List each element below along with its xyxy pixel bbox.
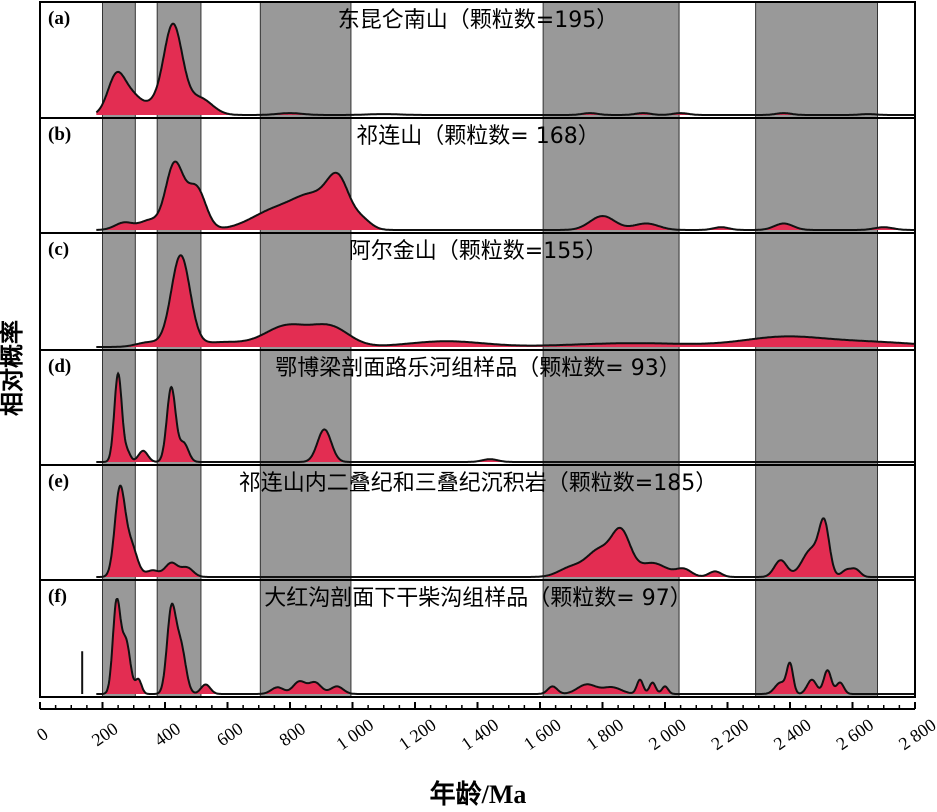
x-axis-label: 年龄/Ma: [430, 779, 527, 809]
x-tick-label: 800: [276, 718, 310, 750]
x-tick-label: 1 400: [457, 714, 502, 754]
probability-curves: [81, 22, 916, 695]
panel-frames: [39, 1, 916, 698]
probability-line-c: [96, 254, 916, 348]
x-tick-label: 1 600: [520, 714, 565, 754]
panel-title: 鄂博梁剖面路乐河组样品（颗粒数= 93）: [275, 356, 680, 381]
panel-letter: (a): [48, 8, 70, 29]
probability-area-d: [96, 373, 916, 462]
y-axis-label: 相对概率: [0, 320, 26, 416]
panel-letter: (e): [48, 471, 69, 492]
x-tick-label: 400: [150, 718, 184, 750]
x-tick-label: 0: [33, 724, 52, 746]
x-tick-label: 2 000: [645, 714, 690, 754]
x-tick-label: 1 200: [395, 714, 440, 754]
panel-letter: (c): [48, 239, 69, 260]
probability-line-b: [96, 160, 915, 231]
probability-area-a: [96, 23, 916, 116]
x-tick-label: 600: [213, 718, 247, 750]
panel-title: 东昆仑南山（颗粒数=195）: [338, 8, 618, 33]
x-axis: 0 200 400 600 800 1 000 1 200 1 400 1 600 1 800 2 …: [33, 702, 937, 754]
x-tick-label: 2 600: [832, 714, 877, 754]
x-tick-label: 2 800: [895, 714, 937, 754]
x-tick-label: 1 000: [332, 714, 377, 754]
panel-title: 祁连山内二叠纪和三叠纪沉积岩（颗粒数=185）: [239, 471, 717, 496]
x-tick-label: 2 200: [707, 714, 752, 754]
probability-line-f: [96, 598, 915, 695]
probability-line-a: [95, 22, 915, 116]
x-tick-label: 2 400: [770, 714, 815, 754]
probability-line-e: [96, 484, 915, 578]
panel-letter: (d): [48, 356, 71, 377]
probability-area-b: [96, 161, 916, 230]
panel-title: 阿尔金山（颗粒数=155）: [349, 239, 607, 264]
panel-letter: (f): [48, 586, 67, 607]
panel-titles: (a) 东昆仑南山（颗粒数=195） (b) 祁连山（颗粒数= 168） (c) 阿尔金山…: [48, 8, 717, 611]
probability-line-d: [96, 371, 915, 463]
probability-area-c: [96, 255, 916, 347]
panel-letter: (b): [48, 124, 71, 145]
x-tick-label: 1 800: [582, 714, 627, 754]
panel-title: 祁连山（颗粒数= 168）: [356, 124, 599, 149]
panel-title: 大红沟剖面下干柴沟组样品（颗粒数= 97）: [264, 586, 691, 611]
x-tick-label: 200: [88, 718, 122, 750]
